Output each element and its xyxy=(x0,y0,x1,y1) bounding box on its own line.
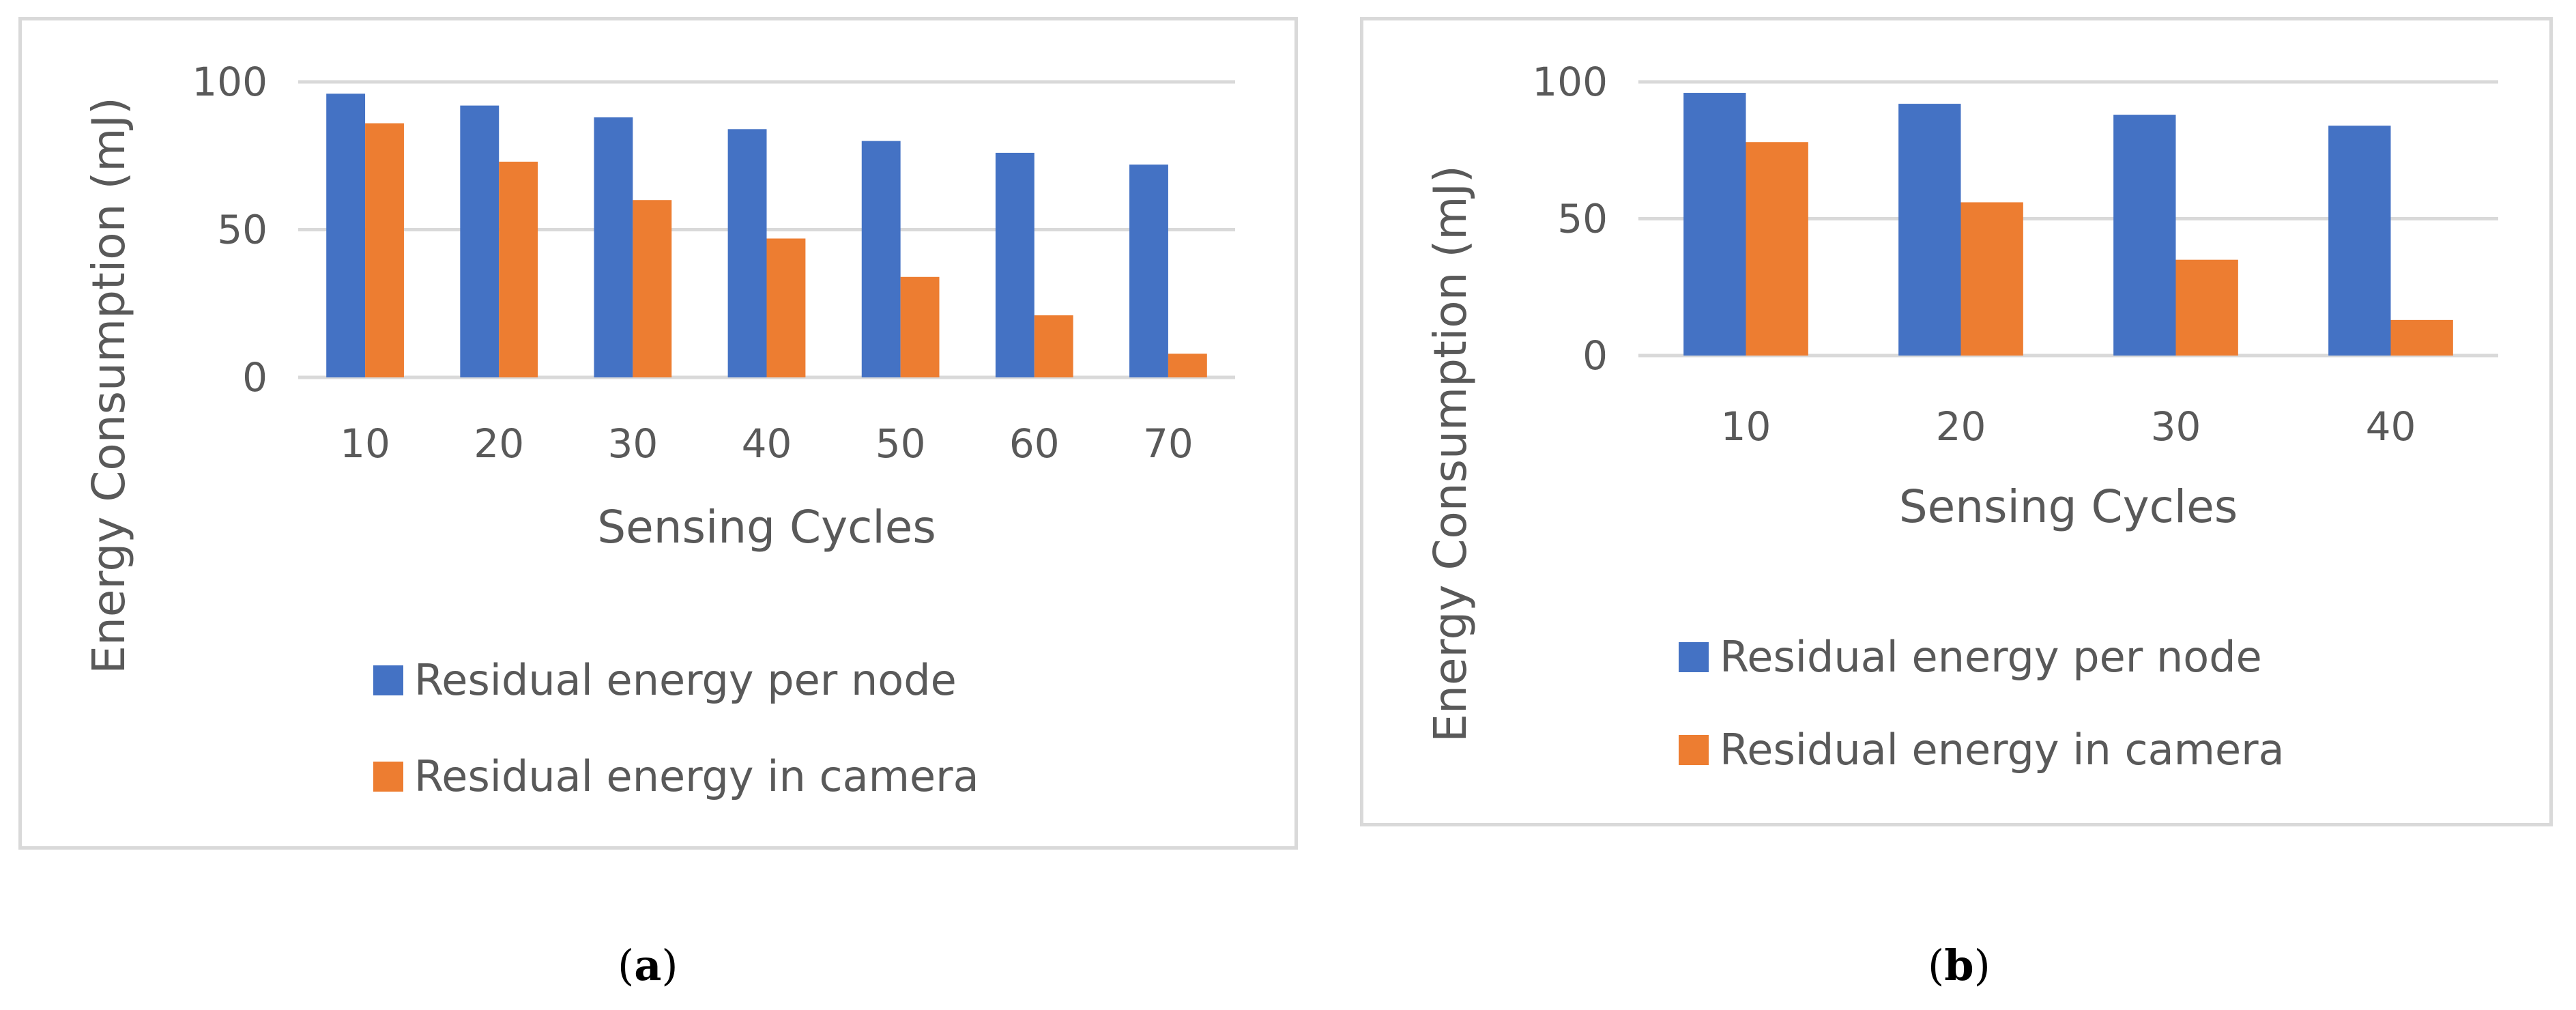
chart-b-x-tick-label: 40 xyxy=(2366,403,2416,450)
chart-a-legend-label-node: Residual energy per node xyxy=(414,655,957,705)
chart-a-x-tick-label: 20 xyxy=(474,420,524,467)
caption-a-label: a xyxy=(634,940,662,990)
chart-b-bar-node-30 xyxy=(2113,115,2176,356)
chart-b-y-tick-label: 100 xyxy=(1532,59,1608,105)
caption-a: (a) xyxy=(618,940,678,990)
chart-a-bar-camera-10 xyxy=(365,123,404,377)
chart-a-x-tick-label: 70 xyxy=(1143,420,1193,467)
chart-panel-b: 0 50 100 10 20 30 40 Sensing Cycles Energy Consu… xyxy=(1360,17,2553,826)
chart-a-y-axis-title: Energy Consumption (mJ) xyxy=(83,97,135,674)
chart-a-bar-camera-60 xyxy=(1034,315,1073,377)
chart-a-bar-camera-20 xyxy=(499,161,538,377)
chart-panel-a: 0 50 100 10 20 30 40 50 60 70 Sensing Cycles Energy… xyxy=(18,17,1298,850)
chart-a-x-axis-title: Sensing Cycles xyxy=(597,501,936,553)
chart-b-bar-camera-30 xyxy=(2175,259,2238,356)
chart-b-x-tick-label: 30 xyxy=(2151,403,2201,450)
chart-a-legend-swatch-camera xyxy=(373,762,403,792)
caption-b: (b) xyxy=(1928,940,1991,990)
chart-a-bar-camera-70 xyxy=(1168,354,1207,377)
chart-b-bar-node-20 xyxy=(1898,104,1961,356)
chart-a-y-tick-label: 0 xyxy=(242,354,267,401)
chart-a-y-tick-label: 100 xyxy=(192,59,267,105)
chart-a-legend-swatch-node xyxy=(373,665,403,695)
chart-a-x-tick-label: 60 xyxy=(1009,420,1060,467)
chart-b-y-tick-label: 0 xyxy=(1582,332,1608,379)
chart-a-bar-camera-30 xyxy=(633,200,672,377)
chart-a-x-tick-label: 10 xyxy=(340,420,390,467)
chart-b-bar-camera-40 xyxy=(2390,319,2453,356)
chart-b-x-tick-label: 20 xyxy=(1936,403,1986,450)
chart-a-x-tick-label: 50 xyxy=(875,420,926,467)
chart-b-svg: 0 50 100 10 20 30 40 Sensing Cycles Energy Consu… xyxy=(1424,59,2498,775)
chart-a-x-tick-label: 30 xyxy=(607,420,658,467)
chart-b-bar-node-10 xyxy=(1683,93,1746,356)
chart-a-bar-node-60 xyxy=(995,152,1034,378)
chart-b-x-axis-title: Sensing Cycles xyxy=(1899,480,2238,533)
chart-a-svg: 0 50 100 10 20 30 40 50 60 70 Sensing Cycles Energy… xyxy=(83,59,1235,801)
chart-b-bar-camera-20 xyxy=(1960,202,2023,356)
chart-b-legend-label-camera: Residual energy in camera xyxy=(1720,725,2285,775)
chart-a-x-tick-label: 40 xyxy=(742,420,792,467)
chart-a-bar-node-30 xyxy=(594,117,633,377)
chart-b-legend-swatch-node xyxy=(1679,642,1709,672)
chart-b-x-tick-label: 10 xyxy=(1721,403,1771,450)
chart-a-bar-node-50 xyxy=(861,141,901,377)
chart-b-y-axis-title: Energy Consumption (mJ) xyxy=(1424,165,1477,742)
chart-b-legend-swatch-camera xyxy=(1679,735,1709,765)
chart-a-legend-label-camera: Residual energy in camera xyxy=(414,751,979,801)
chart-a-bar-camera-50 xyxy=(900,276,940,377)
chart-a-bar-node-70 xyxy=(1129,164,1168,378)
chart-b-bar-node-40 xyxy=(2328,126,2391,356)
chart-a-bar-node-40 xyxy=(727,129,767,377)
caption-b-label: b xyxy=(1944,940,1974,990)
chart-b-bar-camera-10 xyxy=(1746,142,1808,356)
chart-a-bar-node-20 xyxy=(460,105,500,377)
chart-a-bar-node-10 xyxy=(326,93,366,377)
chart-b-legend-label-node: Residual energy per node xyxy=(1720,632,2262,682)
chart-a-y-tick-label: 50 xyxy=(217,207,267,253)
chart-a-bar-camera-40 xyxy=(766,238,806,377)
chart-b-y-tick-label: 50 xyxy=(1557,196,1608,242)
